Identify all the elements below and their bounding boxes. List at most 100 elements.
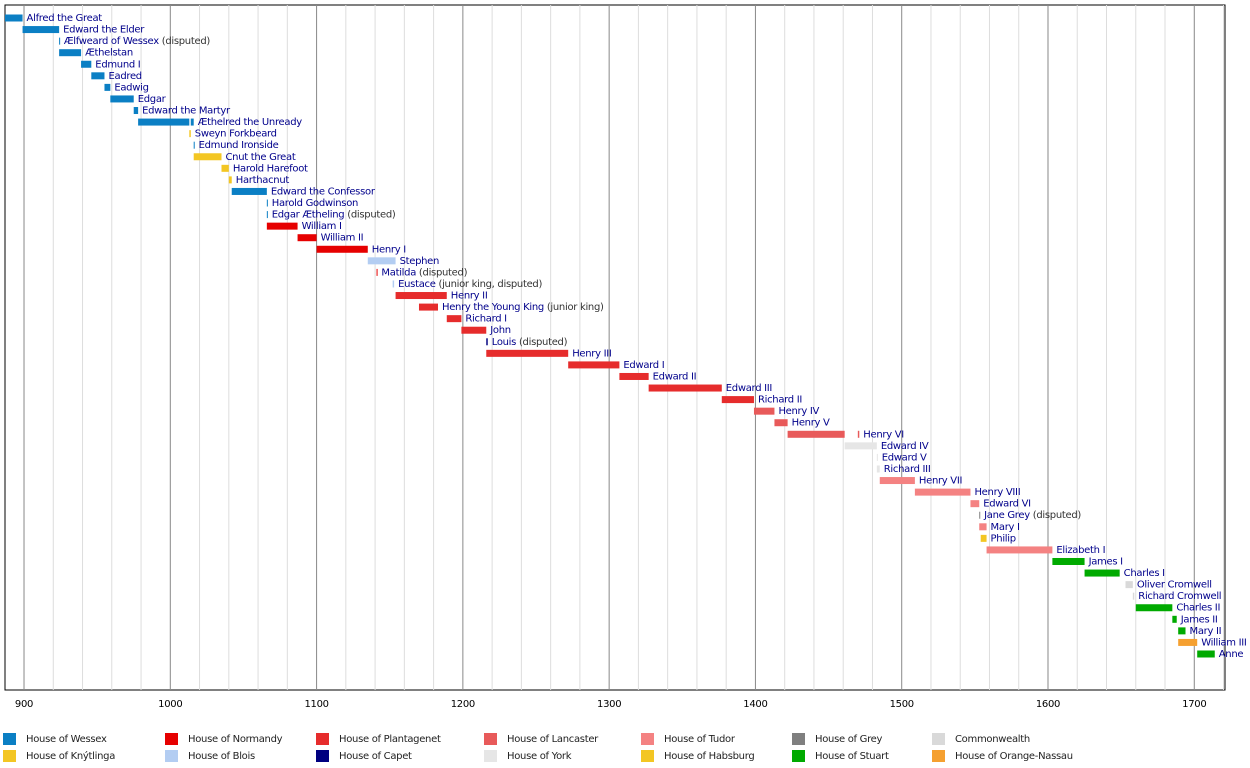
reign-label: Mary I: [991, 522, 1020, 533]
reign-bar: [392, 280, 395, 288]
reign-bar: [1125, 581, 1133, 589]
legend-swatch: [316, 733, 329, 745]
reign-note: (disputed): [1033, 510, 1082, 521]
reign-bar: [22, 26, 60, 34]
reign-label: Henry I: [372, 244, 406, 255]
reign-label: Henry VI: [863, 429, 904, 440]
reign-label: Edward V: [882, 452, 927, 463]
reign-label: Philip: [991, 533, 1016, 544]
reign-name: Mary I: [991, 522, 1020, 533]
reign-name: William III: [1201, 637, 1246, 648]
legend-swatch: [316, 750, 329, 762]
plot-frame: [4, 4, 1226, 691]
reign-label: Henry the Young King (junior king): [442, 302, 604, 313]
reign-label: Henry II: [451, 291, 488, 302]
x-tick-label: 1700: [1182, 699, 1206, 710]
reign-bar: [986, 546, 1053, 554]
legend-label: House of Capet: [339, 751, 412, 762]
reign-label: Harthacnut: [236, 175, 290, 186]
reign-name: Eustace: [398, 279, 436, 290]
reign-bar: [486, 349, 569, 357]
reign-name: Edward the Elder: [63, 25, 145, 36]
reign-name: Edward II: [653, 371, 697, 382]
reign-label: Sweyn Forkbeard: [195, 129, 277, 140]
legend-label: House of Orange-Nassau: [955, 751, 1073, 762]
labels: 900 1000 1100 1200 1300 1400 1500 1600 1700 Alfre…: [15, 13, 1247, 710]
reign-name: Edward the Confessor: [271, 186, 376, 197]
reign-label: Edward the Martyr: [142, 106, 231, 117]
reign-name: Harold Godwinson: [272, 198, 358, 209]
legend-swatch: [165, 750, 178, 762]
reign-label: William III: [1201, 637, 1246, 648]
reign-label: Richard I: [465, 314, 506, 325]
legend-label: House of Lancaster: [507, 734, 599, 745]
legend-swatch: [3, 733, 16, 745]
x-tick-label: 1500: [890, 699, 914, 710]
reign-name: Louis: [492, 337, 516, 348]
reign-bar: [1132, 592, 1135, 600]
reign-label: Edward the Elder: [63, 25, 145, 36]
reign-name: Edward the Martyr: [142, 106, 231, 117]
reign-name: Richard II: [758, 395, 802, 406]
reign-bar: [1178, 638, 1198, 646]
reign-label: Matilda (disputed): [381, 267, 467, 278]
reign-bar: [59, 49, 82, 57]
reign-name: Henry I: [372, 244, 406, 255]
reign-name: Henry VII: [919, 476, 962, 487]
x-tick-label: 900: [15, 699, 33, 710]
reign-note: (disputed): [419, 267, 468, 278]
reign-name: Philip: [991, 533, 1016, 544]
reign-bar: [190, 118, 194, 126]
reign-bar: [266, 211, 268, 219]
reign-bar: [979, 523, 987, 531]
reign-bar: [297, 234, 317, 242]
x-tick-label: 1300: [597, 699, 621, 710]
reign-name: Stephen: [400, 256, 440, 267]
reign-name: Harold Harefoot: [233, 163, 308, 174]
legend-label: House of Normandy: [188, 734, 283, 745]
legend-label: House of Stuart: [815, 751, 889, 762]
reign-bar: [568, 361, 620, 369]
reign-name: Jane Grey: [983, 510, 1030, 521]
reign-bar: [879, 477, 915, 485]
reign-name: Oliver Cromwell: [1137, 580, 1212, 591]
reign-name: Matilda: [381, 267, 416, 278]
reign-name: William I: [302, 221, 342, 232]
reign-bar: [110, 95, 134, 103]
legend-label: House of York: [507, 751, 572, 762]
reign-label: Henry IV: [778, 406, 819, 417]
reign-label: Anne: [1219, 649, 1244, 660]
reign-label: Harold Harefoot: [233, 163, 308, 174]
reign-bar: [133, 107, 139, 115]
reign-bar: [104, 83, 111, 91]
reign-name: Edmund Ironside: [199, 140, 279, 151]
reign-name: Eadred: [108, 71, 141, 82]
reign-name: Harthacnut: [236, 175, 290, 186]
reign-bar: [774, 419, 788, 427]
reign-name: Henry III: [572, 348, 611, 359]
reign-bar: [221, 164, 229, 172]
reign-bar: [91, 72, 105, 80]
reign-bar: [486, 338, 488, 346]
reign-bar: [266, 199, 268, 207]
reign-name: Edgar Ætheling: [272, 210, 345, 221]
reign-name: John: [489, 325, 511, 336]
reign-bar: [787, 430, 845, 438]
reign-name: Edward I: [623, 360, 664, 371]
reign-label: Richard II: [758, 395, 802, 406]
reign-bar: [980, 534, 987, 542]
reign-bar: [753, 407, 775, 415]
reign-name: Ælfweard of Wessex: [64, 36, 159, 47]
grid: [23, 5, 1225, 690]
reign-name: Henry V: [792, 418, 830, 429]
reign-label: Richard III: [884, 464, 931, 475]
reign-name: Edmund I: [95, 59, 140, 70]
reign-name: Edgar: [138, 94, 167, 105]
reign-bar: [1178, 627, 1186, 635]
reign-name: Æthelred the Unready: [198, 117, 303, 128]
reign-bar: [857, 430, 860, 438]
reign-name: Mary II: [1190, 626, 1222, 637]
reign-bar: [193, 141, 195, 149]
reign-label: Æthelred the Unready: [198, 117, 303, 128]
reign-bar: [189, 130, 191, 138]
